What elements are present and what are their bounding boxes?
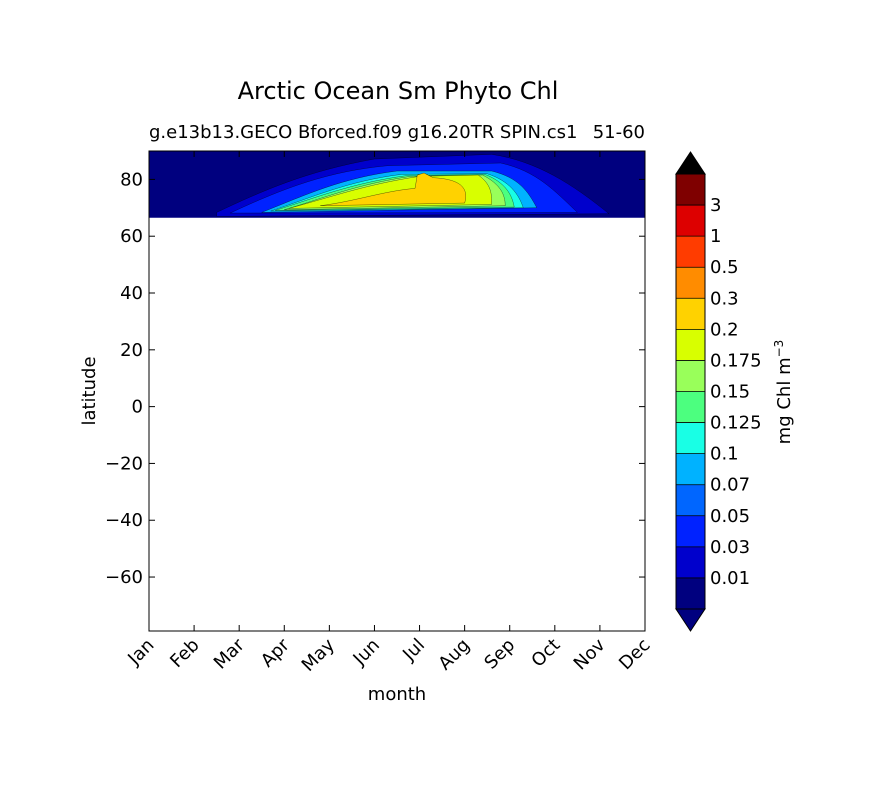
y-tick-label: 0 [132,397,143,418]
colorbar-swatch [676,546,705,578]
y-tick-label: −20 [105,453,143,474]
contour-field [149,151,645,218]
colorbar-label: mg Chl m−3 [772,340,795,445]
chart-subtitle-left: g.e13b13.GECO Bforced.f09 g16.20TR SPIN.… [149,122,577,143]
colorbar-label-exponent: −3 [772,340,786,358]
chart-subtitle-right: 51-60 [593,122,645,143]
y-tick-label: −60 [105,567,143,588]
chart-title: Arctic Ocean Sm Phyto Chl [238,77,559,105]
colorbar-tick-label: 0.15 [710,382,750,403]
plot-frame [148,150,646,632]
y-axis-label: latitude [79,356,100,425]
y-tick-label: 40 [120,283,143,304]
y-tick-label: 20 [120,340,143,361]
y-tick-label: 60 [120,226,143,247]
colorbar: 0.01 0.03 0.05 0.07 0.1 0.125 0.15 0.175 0.2 0.3 0… [675,151,762,632]
colorbar-swatch [676,360,705,392]
colorbar-swatch [676,236,705,268]
colorbar-tick-label: 3 [710,195,721,216]
colorbar-swatch [676,329,705,361]
colorbar-tick-label: 0.175 [710,350,762,371]
colorbar-tick-label: 0.07 [710,475,750,496]
colorbar-swatch [676,298,705,330]
x-axis-label: month [368,684,426,705]
colorbar-swatch [676,174,705,206]
colorbar-tick-label: 0.1 [710,444,739,465]
colorbar-tick-label: 0.05 [710,506,750,527]
colorbar-label-units: mg Chl m [774,357,795,444]
colorbar-tick-label: 0.5 [710,257,739,278]
y-tick-label: 80 [120,169,143,190]
colorbar-swatch [676,453,705,485]
colorbar-swatch [676,267,705,299]
colorbar-tick-label: 0.01 [710,568,750,589]
colorbar-swatch [676,515,705,547]
colorbar-swatch [676,205,705,237]
contour-band [320,172,466,206]
colorbar-tick-label: 0.03 [710,537,750,558]
y-tick-label: −40 [105,510,143,531]
colorbar-tick-label: 0.3 [710,288,739,309]
colorbar-swatch [676,391,705,423]
colorbar-swatch [676,422,705,454]
colorbar-swatch [676,484,705,516]
colorbar-tick-label: 0.125 [710,413,762,434]
y-axis: 80 60 40 20 0 −20 −40 −60 [105,169,645,588]
colorbar-tick-label: 1 [710,226,721,247]
colorbar-swatch [676,577,705,609]
colorbar-tick-label: 0.2 [710,319,739,340]
